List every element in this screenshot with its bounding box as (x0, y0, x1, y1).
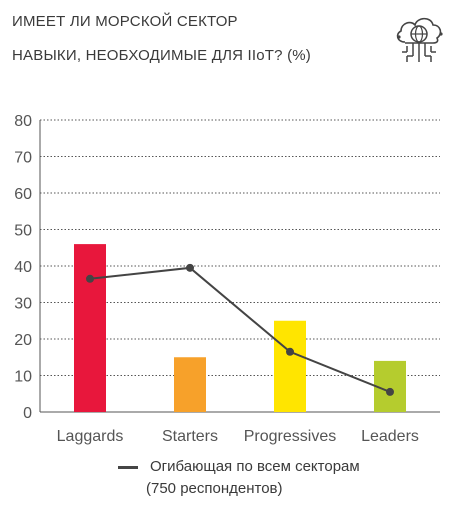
envelope-point (86, 274, 94, 283)
envelope-line (89, 266, 391, 393)
bar-starters (174, 357, 206, 412)
x-tick-label: Laggards (57, 428, 124, 445)
y-tick-label: 10 (14, 369, 32, 386)
x-tick-label: Starters (162, 428, 218, 445)
bar-progressives (274, 320, 306, 412)
y-tick-label: 50 (14, 223, 32, 240)
x-tick-label: Progressives (244, 428, 336, 445)
envelope-point (286, 347, 294, 356)
legend-label: Огибающая по всем секторам (150, 458, 360, 475)
chart-title-line-2: НАВЫКИ, НЕОБХОДИМЫЕ ДЛЯ IIoT? (%) (12, 47, 312, 64)
y-tick-label: 80 (14, 113, 32, 130)
legend-line-swatch (118, 466, 138, 469)
y-tick-label: 40 (14, 259, 32, 276)
bar-laggards (74, 244, 106, 412)
envelope-point (186, 263, 194, 272)
y-tick-label: 30 (14, 296, 32, 313)
y-tick-label: 20 (14, 332, 32, 349)
x-tick-label: Leaders (361, 428, 419, 445)
cloud-network-icon (396, 17, 443, 62)
y-tick-label: 60 (14, 186, 32, 203)
y-tick-label: 0 (23, 405, 32, 422)
bar-leaders (374, 360, 406, 412)
chart-title-line-1: ИМЕЕТ ЛИ МОРСКОЙ СЕКТОР (12, 13, 238, 30)
y-tick-label: 70 (14, 150, 32, 167)
legend-sublabel: (750 респондентов) (146, 480, 283, 497)
envelope-point (386, 387, 394, 396)
